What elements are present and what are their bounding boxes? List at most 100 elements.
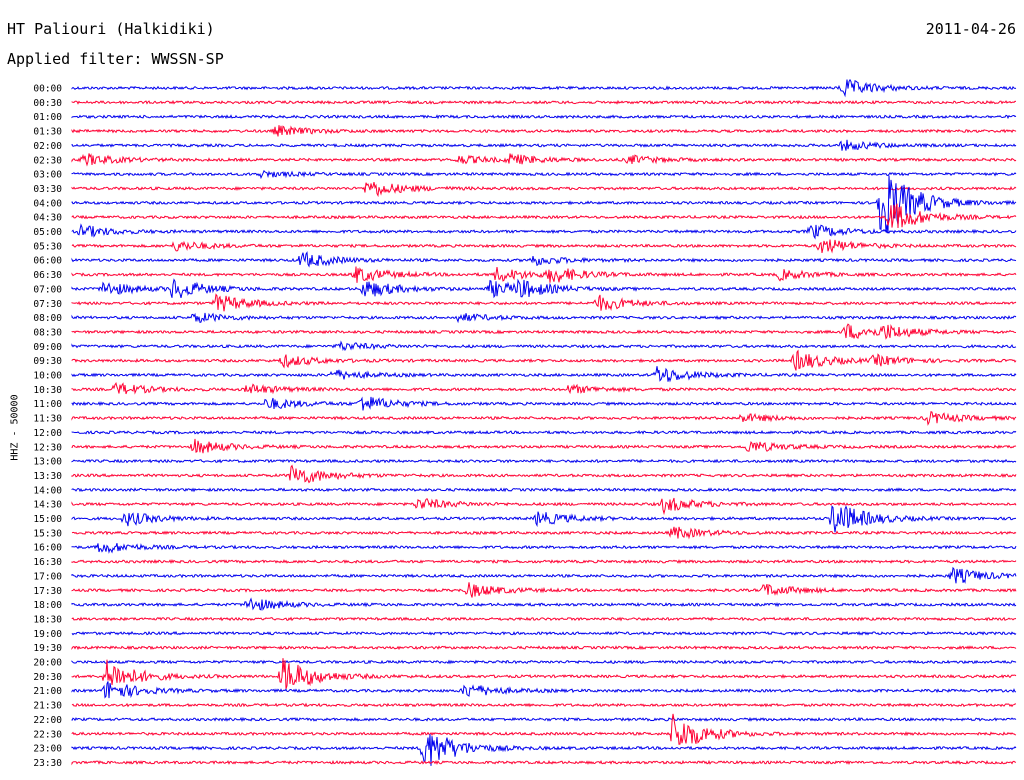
row-time-label: 16:30 <box>33 557 62 568</box>
trace-row-1200 <box>71 429 1017 435</box>
trace-row-0400 <box>71 175 1017 234</box>
row-time-label: 15:30 <box>33 528 62 539</box>
trace-row-0730 <box>71 293 1017 312</box>
row-time-label: 03:30 <box>33 184 62 195</box>
trace-row-0830 <box>71 323 1017 340</box>
row-time-label: 15:00 <box>33 514 62 525</box>
trace-row-0630 <box>71 266 1017 283</box>
trace-row-0300 <box>71 169 1017 180</box>
trace-row-0930 <box>71 349 1017 371</box>
row-time-label: 21:00 <box>33 686 62 697</box>
trace-row-1700 <box>71 566 1017 584</box>
row-time-label: 09:30 <box>33 356 62 367</box>
trace-row-1430 <box>71 497 1017 516</box>
row-time-label: 13:30 <box>33 471 62 482</box>
trace-row-1630 <box>71 559 1017 565</box>
trace-row-0500 <box>71 223 1017 240</box>
trace-row-0330 <box>71 181 1017 198</box>
trace-row-2000 <box>71 659 1017 665</box>
row-time-label: 00:30 <box>33 98 62 109</box>
row-time-label: 08:00 <box>33 313 62 324</box>
trace-row-0030 <box>71 99 1017 105</box>
trace-row-0430 <box>71 203 1017 229</box>
row-time-label: 09:00 <box>33 342 62 353</box>
row-time-label: 02:30 <box>33 155 62 166</box>
row-time-label: 10:30 <box>33 385 62 396</box>
row-time-label: 23:30 <box>33 758 62 769</box>
trace-row-2100 <box>71 681 1017 699</box>
row-time-label: 12:30 <box>33 442 62 453</box>
trace-row-1530 <box>71 526 1017 540</box>
trace-row-1500 <box>71 505 1017 533</box>
trace-row-2230 <box>71 713 1017 745</box>
trace-row-0530 <box>71 239 1017 254</box>
row-time-label: 10:00 <box>33 371 62 382</box>
trace-row-1930 <box>71 645 1017 651</box>
row-time-label: 17:30 <box>33 586 62 597</box>
row-time-label: 03:00 <box>33 170 62 181</box>
trace-row-2130 <box>71 702 1017 708</box>
row-time-label: 13:00 <box>33 457 62 468</box>
station-title: HT Paliouri (Halkidiki) <box>7 20 215 38</box>
row-time-label: 00:00 <box>33 84 62 95</box>
trace-row-1600 <box>71 543 1017 554</box>
row-time-label: 05:00 <box>33 227 62 238</box>
row-time-label: 02:00 <box>33 141 62 152</box>
row-time-label: 01:30 <box>33 127 62 138</box>
trace-row-1830 <box>71 616 1017 622</box>
row-time-label: 06:30 <box>33 270 62 281</box>
trace-row-1030 <box>71 381 1017 395</box>
row-time-label: 19:30 <box>33 643 62 654</box>
row-time-label: 19:00 <box>33 629 62 640</box>
trace-row-0100 <box>71 114 1017 120</box>
row-time-label: 16:00 <box>33 543 62 554</box>
row-time-label: 12:00 <box>33 428 62 439</box>
trace-row-1230 <box>71 438 1017 454</box>
row-time-label: 06:00 <box>33 256 62 267</box>
trace-row-1100 <box>71 396 1017 411</box>
trace-row-1130 <box>71 411 1017 426</box>
trace-row-0000 <box>71 78 1017 98</box>
trace-row-1800 <box>71 597 1017 611</box>
row-time-label: 04:30 <box>33 213 62 224</box>
row-time-label: 17:00 <box>33 571 62 582</box>
row-time-label: 07:00 <box>33 284 62 295</box>
trace-row-1330 <box>71 464 1017 484</box>
row-time-label: 14:30 <box>33 500 62 511</box>
row-time-label: 04:00 <box>33 198 62 209</box>
row-time-label: 22:30 <box>33 729 62 740</box>
trace-row-0700 <box>71 278 1017 299</box>
trace-row-0130 <box>71 125 1017 137</box>
row-time-label: 20:00 <box>33 658 62 669</box>
trace-row-1900 <box>71 630 1017 636</box>
trace-row-2200 <box>71 716 1017 723</box>
trace-row-1300 <box>71 458 1017 464</box>
trace-row-0230 <box>71 153 1017 167</box>
row-time-label: 08:30 <box>33 327 62 338</box>
trace-row-2330 <box>71 759 1017 766</box>
row-time-label: 18:00 <box>33 600 62 611</box>
trace-row-1400 <box>71 487 1017 493</box>
trace-row-2300 <box>71 734 1017 766</box>
row-time-label: 07:30 <box>33 299 62 310</box>
trace-row-2030 <box>71 658 1017 690</box>
row-time-label: 01:00 <box>33 112 62 123</box>
trace-row-1000 <box>71 366 1017 383</box>
record-date: 2011-04-26 <box>925 20 1016 38</box>
filter-label: Applied filter: WWSSN-SP <box>7 50 224 68</box>
row-time-label: 21:30 <box>33 701 62 712</box>
trace-row-1730 <box>71 582 1017 598</box>
row-time-label: 05:30 <box>33 241 62 252</box>
row-time-label: 11:00 <box>33 399 62 410</box>
trace-row-0800 <box>71 312 1017 324</box>
row-time-label: 11:30 <box>33 414 62 425</box>
row-time-label: 23:00 <box>33 744 62 755</box>
trace-row-0200 <box>71 139 1017 151</box>
row-time-label: 22:00 <box>33 715 62 726</box>
trace-row-0600 <box>71 251 1017 268</box>
trace-row-0900 <box>71 340 1017 352</box>
row-time-label: 14:00 <box>33 485 62 496</box>
row-time-label: 18:30 <box>33 614 62 625</box>
row-time-label: 20:30 <box>33 672 62 683</box>
